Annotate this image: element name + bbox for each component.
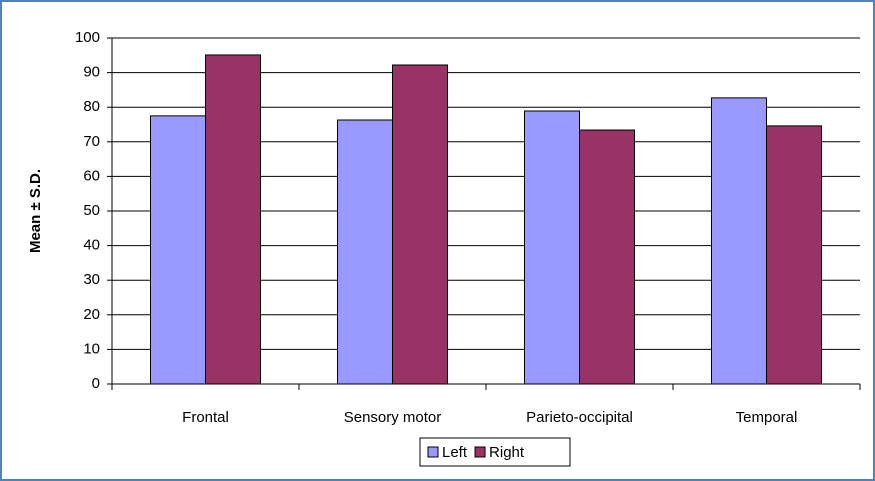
bar: [337, 119, 393, 385]
bar: [205, 54, 261, 385]
y-tick-label: 20: [83, 306, 100, 323]
legend-swatch: [474, 446, 486, 458]
y-axis-label: Mean ± S.D.: [27, 169, 44, 253]
y-tick-label: 90: [83, 64, 100, 81]
legend-swatch: [427, 446, 439, 458]
x-tick-label: Frontal: [182, 409, 229, 426]
y-tick-label: 80: [83, 98, 100, 115]
y-tick-label: 100: [75, 29, 100, 46]
bar: [579, 129, 635, 385]
bar: [524, 110, 580, 385]
y-tick-label: 10: [83, 340, 100, 357]
bar: [150, 115, 206, 385]
y-tick-label: 70: [83, 133, 100, 150]
x-tick-label: Parieto-occipital: [526, 409, 633, 426]
legend-label: Right: [489, 444, 525, 461]
bar: [766, 125, 822, 385]
legend-box: [419, 437, 571, 467]
x-tick-label: Sensory motor: [344, 409, 442, 426]
y-tick-label: 40: [83, 237, 100, 254]
y-tick-label: 60: [83, 167, 100, 184]
legend-label: Left: [442, 444, 468, 461]
x-tick-label: Temporal: [736, 409, 798, 426]
y-tick-label: 0: [92, 375, 100, 392]
y-tick-label: 30: [83, 271, 100, 288]
bar: [392, 64, 448, 385]
bar: [711, 97, 767, 385]
y-tick-label: 50: [83, 202, 100, 219]
